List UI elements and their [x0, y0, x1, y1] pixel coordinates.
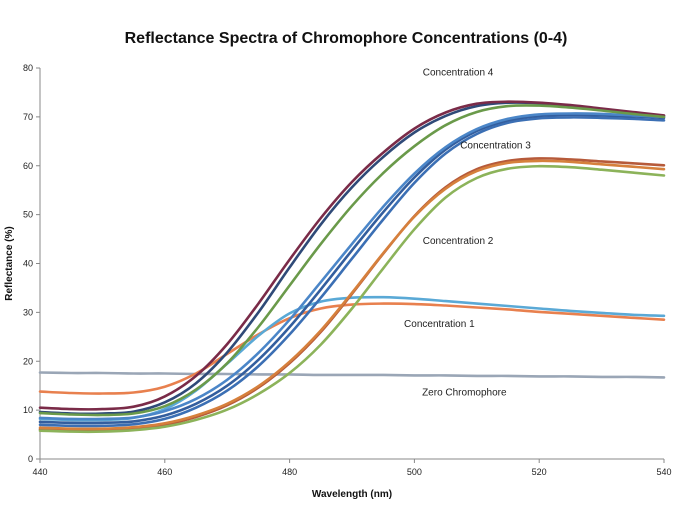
y-tick-label: 50 — [23, 210, 33, 220]
series-line-9 — [38, 104, 666, 417]
annotation-label: Concentration 3 — [460, 141, 531, 152]
series-line-4 — [38, 116, 666, 428]
series-line-5 — [38, 113, 666, 425]
series-line-6 — [38, 112, 666, 421]
y-tick-label: 60 — [23, 161, 33, 171]
annotation-layer: Concentration 4 Concentration 3 Concentrat… — [404, 67, 531, 398]
annotation-label: Zero Chromophore — [422, 387, 507, 398]
chart-title: Reflectance Spectra of Chromophore Conce… — [124, 30, 568, 47]
series-line-1 — [38, 371, 666, 379]
y-tick-label: 40 — [23, 259, 33, 269]
x-axis-title: Wavelength (nm) — [312, 489, 392, 500]
x-tick-label: 540 — [656, 467, 671, 477]
y-tick-label: 10 — [23, 405, 33, 415]
series-line-2 — [38, 302, 666, 395]
y-tick-label: 20 — [23, 356, 33, 366]
series-layer — [38, 100, 666, 434]
annotation-label: Concentration 1 — [404, 319, 475, 330]
x-tick-label: 500 — [407, 467, 422, 477]
y-tick-label: 0 — [28, 454, 33, 464]
series-line-11 — [38, 159, 666, 431]
series-line-8 — [38, 100, 666, 411]
y-tick-label: 80 — [23, 63, 33, 73]
x-tick-label: 480 — [282, 467, 297, 477]
series-line-3 — [38, 295, 666, 422]
series-line-12 — [38, 164, 666, 434]
x-tick-label: 460 — [157, 467, 172, 477]
y-tick-label: 70 — [23, 112, 33, 122]
x-tick-label: 440 — [32, 467, 47, 477]
annotation-label: Concentration 2 — [423, 236, 494, 247]
x-tick-label: 520 — [532, 467, 547, 477]
y-axis-title: Reflectance (%) — [4, 226, 15, 300]
annotation-label: Concentration 4 — [423, 67, 494, 78]
axes-layer: 0 10 20 30 40 50 60 70 80 440 460 480 500 520 540 — [23, 63, 672, 477]
y-tick-label: 30 — [23, 307, 33, 317]
